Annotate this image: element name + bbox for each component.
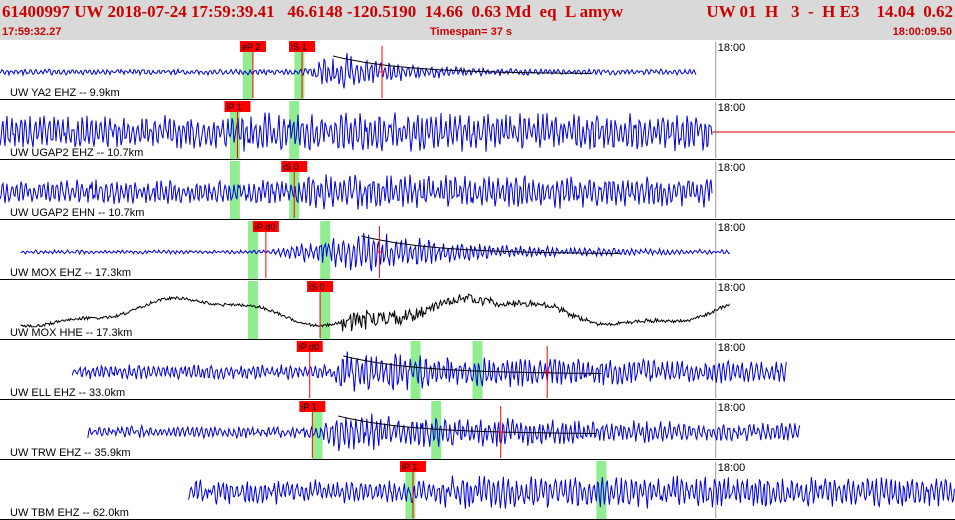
trace-row[interactable]: 18:00 iP 1 UW TBM EHZ -- 62.0km bbox=[0, 461, 955, 520]
trace-row[interactable]: 18:00 iS 0 UW MOX HHE -- 17.3km bbox=[0, 281, 955, 340]
phase-window bbox=[405, 461, 416, 519]
end-time-label: 18:00:09.50 bbox=[892, 26, 952, 38]
pick-label: iS 0 bbox=[309, 282, 325, 292]
trace-row[interactable]: 18:00 iP d0 UW ELL EHZ -- 33.0km bbox=[0, 341, 955, 400]
trace-row[interactable]: 18:00 iP 1 UW TRW EHZ -- 35.9km bbox=[0, 401, 955, 460]
phase-window bbox=[320, 221, 331, 279]
pick-flag[interactable] bbox=[239, 41, 266, 52]
phase-window bbox=[312, 401, 323, 459]
pick-label: iP 1 bbox=[226, 102, 241, 112]
time-range-line: 17:59:32.27 Timespan= 37 s 18:00:09.50 bbox=[0, 24, 955, 40]
phase-window bbox=[242, 41, 253, 99]
waveform bbox=[0, 174, 713, 210]
time-tick-label: 18:00 bbox=[718, 42, 746, 54]
waveform bbox=[87, 413, 801, 452]
pick-flag[interactable] bbox=[399, 461, 426, 472]
event-summary-line: 61400997 UW 2018-07-24 17:59:39.41 46.61… bbox=[2, 2, 953, 24]
pick-flag[interactable] bbox=[296, 341, 323, 352]
coda-decay-curve bbox=[361, 235, 620, 254]
station-label: UW ELL EHZ -- 33.0km bbox=[10, 387, 125, 399]
start-time-label: 17:59:32.27 bbox=[2, 26, 62, 38]
phase-window bbox=[320, 281, 331, 339]
coda-decay-curve bbox=[332, 55, 592, 74]
time-tick-label: 18:00 bbox=[718, 462, 746, 474]
time-tick-label: 18:00 bbox=[718, 222, 746, 234]
pick-label: iP d0 bbox=[299, 342, 319, 352]
time-tick-label: 18:00 bbox=[718, 102, 746, 114]
phase-window bbox=[247, 221, 258, 279]
station-label: UW TBM EHZ -- 62.0km bbox=[10, 507, 129, 519]
phase-window bbox=[229, 101, 240, 159]
phase-window bbox=[247, 281, 258, 339]
pick-flag[interactable] bbox=[224, 101, 251, 112]
event-header: 61400997 UW 2018-07-24 17:59:39.41 46.61… bbox=[0, 0, 955, 40]
waveform bbox=[20, 232, 730, 272]
pick-label: iS 1 bbox=[291, 42, 307, 52]
trace-row[interactable]: 18:00 iP 1 UW UGAP2 EHZ -- 10.7km bbox=[0, 101, 955, 160]
pick-flag[interactable] bbox=[288, 41, 315, 52]
time-tick-label: 18:00 bbox=[718, 402, 746, 414]
pick-flag[interactable] bbox=[281, 161, 308, 172]
waveform bbox=[0, 53, 697, 89]
phase-window bbox=[410, 341, 421, 399]
timespan-label: Timespan= 37 s bbox=[430, 26, 513, 38]
time-tick-label: 18:00 bbox=[718, 282, 746, 294]
phase-window bbox=[472, 341, 483, 399]
station-label: UW UGAP2 EHZ -- 10.7km bbox=[10, 147, 143, 159]
trace-row[interactable]: 18:00 iP d0 UW MOX EHZ -- 17.3km bbox=[0, 221, 955, 280]
trace-row[interactable]: 18:00 iS 0 UW UGAP2 EHN -- 10.7km bbox=[0, 161, 955, 220]
station-label: UW MOX HHE -- 17.3km bbox=[10, 327, 132, 339]
station-label: UW YA2 EHZ -- 9.9km bbox=[10, 87, 120, 99]
waveform bbox=[71, 351, 787, 392]
pick-flag[interactable] bbox=[307, 281, 334, 292]
time-tick-label: 18:00 bbox=[718, 162, 746, 174]
waveform bbox=[0, 112, 713, 152]
pick-flag[interactable] bbox=[252, 221, 279, 232]
phase-window bbox=[431, 401, 442, 459]
phase-window bbox=[294, 41, 305, 99]
event-id-origin-text: 61400997 UW 2018-07-24 17:59:39.41 46.61… bbox=[2, 2, 624, 21]
station-label: UW UGAP2 EHN -- 10.7km bbox=[10, 207, 144, 219]
coda-decay-curve bbox=[343, 355, 602, 374]
trace-row[interactable]: 18:00 eP 2 iS 1 UW YA2 EHZ -- 9.9km bbox=[0, 41, 955, 100]
time-tick-label: 18:00 bbox=[718, 342, 746, 354]
pick-label: iP 1 bbox=[301, 402, 316, 412]
pick-label: iP 1 bbox=[402, 462, 417, 472]
station-label: UW MOX EHZ -- 17.3km bbox=[10, 267, 131, 279]
waveform bbox=[187, 475, 955, 509]
coda-decay-curve bbox=[337, 415, 597, 434]
channel-amplitude-text: UW 01 H 3 - H E3 14.04 0.62 bbox=[706, 2, 953, 21]
station-label: UW TRW EHZ -- 35.9km bbox=[10, 447, 131, 459]
waveform bbox=[20, 293, 731, 332]
pick-flag[interactable] bbox=[299, 401, 326, 412]
pick-label: iP d0 bbox=[255, 222, 275, 232]
pick-label: eP 2 bbox=[242, 42, 260, 52]
pick-label: iS 0 bbox=[283, 162, 299, 172]
